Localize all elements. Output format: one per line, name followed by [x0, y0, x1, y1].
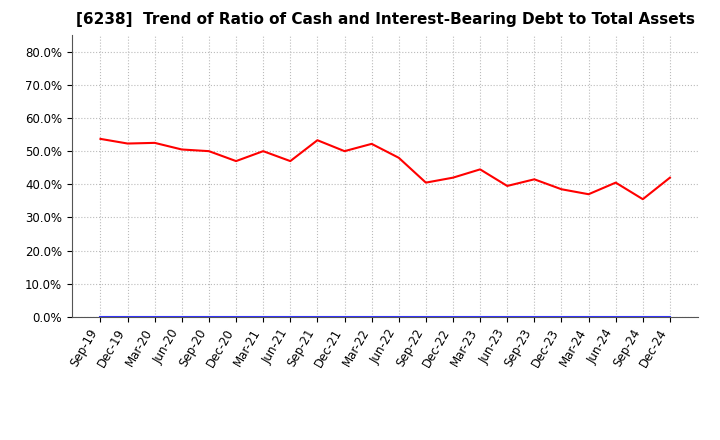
Cash: [313, 138, 322, 143]
Interest-Bearing Debt: [204, 314, 213, 319]
Interest-Bearing Debt: [259, 314, 268, 319]
Interest-Bearing Debt: [313, 314, 322, 319]
Interest-Bearing Debt: [367, 314, 376, 319]
Title: [6238]  Trend of Ratio of Cash and Interest-Bearing Debt to Total Assets: [6238] Trend of Ratio of Cash and Intere…: [76, 12, 695, 27]
Interest-Bearing Debt: [341, 314, 349, 319]
Interest-Bearing Debt: [639, 314, 647, 319]
Cash: [557, 187, 566, 192]
Interest-Bearing Debt: [530, 314, 539, 319]
Cash: [639, 197, 647, 202]
Interest-Bearing Debt: [123, 314, 132, 319]
Interest-Bearing Debt: [584, 314, 593, 319]
Interest-Bearing Debt: [232, 314, 240, 319]
Cash: [611, 180, 620, 185]
Cash: [150, 140, 159, 146]
Cash: [178, 147, 186, 152]
Cash: [286, 158, 294, 164]
Cash: [204, 149, 213, 154]
Cash: [259, 149, 268, 154]
Cash: [395, 155, 403, 161]
Interest-Bearing Debt: [665, 314, 674, 319]
Cash: [476, 167, 485, 172]
Interest-Bearing Debt: [286, 314, 294, 319]
Interest-Bearing Debt: [503, 314, 511, 319]
Cash: [123, 141, 132, 146]
Interest-Bearing Debt: [96, 314, 105, 319]
Interest-Bearing Debt: [557, 314, 566, 319]
Cash: [449, 175, 457, 180]
Cash: [665, 175, 674, 180]
Cash: [421, 180, 430, 185]
Interest-Bearing Debt: [421, 314, 430, 319]
Cash: [503, 183, 511, 189]
Cash: [232, 158, 240, 164]
Cash: [530, 177, 539, 182]
Cash: [584, 191, 593, 197]
Interest-Bearing Debt: [150, 314, 159, 319]
Interest-Bearing Debt: [178, 314, 186, 319]
Line: Cash: Cash: [101, 139, 670, 199]
Interest-Bearing Debt: [611, 314, 620, 319]
Interest-Bearing Debt: [449, 314, 457, 319]
Cash: [367, 141, 376, 147]
Cash: [341, 149, 349, 154]
Cash: [96, 136, 105, 142]
Interest-Bearing Debt: [476, 314, 485, 319]
Interest-Bearing Debt: [395, 314, 403, 319]
